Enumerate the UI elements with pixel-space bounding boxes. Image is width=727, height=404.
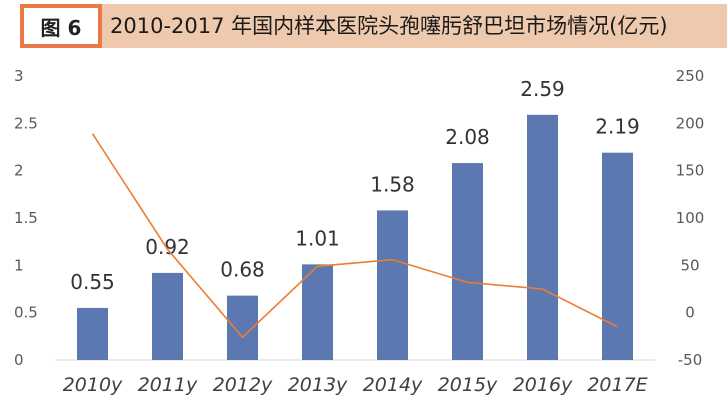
figure-label: 图 6 — [24, 8, 98, 44]
bar — [152, 272, 183, 360]
bar-data-label: 0.92 — [145, 235, 190, 259]
growth-line-series — [91, 133, 618, 339]
bar-data-label: 0.55 — [70, 270, 115, 294]
right-y-tick-label: 0 — [685, 304, 695, 322]
x-tick-label: 2015y — [438, 374, 498, 396]
right-y-tick-label: 50 — [680, 256, 699, 274]
chart-title: 2010-2017 年国内样本医院头孢噻肟舒巴坦市场情况(亿元) — [110, 14, 668, 38]
bar-data-label: 1.01 — [295, 226, 340, 250]
x-tick-label: 2017E — [587, 374, 647, 396]
right-y-tick-label: 150 — [676, 162, 705, 180]
bar — [452, 163, 483, 360]
right-y-tick-label: -50 — [678, 351, 703, 369]
left-y-tick-label: 1.5 — [14, 209, 38, 227]
left-y-tick-label: 1 — [14, 256, 24, 274]
right-y-tick-label: 100 — [676, 209, 705, 227]
bar-data-label: 2.59 — [520, 77, 565, 101]
bar-data-label: 1.58 — [370, 172, 415, 196]
x-tick-label: 2012y — [213, 374, 273, 396]
bar — [77, 307, 108, 360]
bar-data-label: 2.19 — [595, 115, 640, 139]
right-y-tick-label: 200 — [676, 114, 705, 132]
x-tick-label: 2016y — [513, 374, 573, 396]
left-y-tick-label: 0 — [14, 351, 24, 369]
figure-badge: 图 6 — [20, 4, 102, 48]
chart-title-bar: 图 6 2010-2017 年国内样本医院头孢噻肟舒巴坦市场情况(亿元) — [0, 0, 727, 52]
left-y-tick-label: 2.5 — [14, 114, 38, 132]
left-y-tick-label: 2 — [14, 162, 24, 180]
x-tick-label: 2014y — [363, 374, 423, 396]
bar — [302, 264, 333, 360]
left-y-tick-label: 3 — [14, 67, 24, 85]
x-tick-label: 2010y — [63, 374, 123, 396]
bar-series — [77, 114, 633, 361]
data-labels: 0.55 0.92 0.68 1.01 1.58 2.08 2.59 2.19 — [70, 77, 640, 294]
left-y-tick-label: 0.5 — [14, 304, 38, 322]
x-axis-ticks: 2010y 2011y 2012y 2013y 2014y 2015y 2016y 2017E — [63, 374, 648, 396]
bar — [377, 210, 408, 360]
right-y-axis: -50 0 50 100 150 200 250 — [676, 67, 705, 369]
bar — [602, 152, 633, 360]
bar-data-label: 0.68 — [220, 258, 265, 282]
right-y-tick-label: 250 — [676, 67, 705, 85]
title-background — [102, 4, 727, 48]
bar-data-label: 2.08 — [445, 125, 490, 149]
x-tick-label: 2011y — [138, 374, 198, 396]
x-tick-label: 2013y — [288, 374, 348, 396]
bar — [527, 114, 558, 361]
left-y-axis: 0 0.5 1 1.5 2 2.5 3 — [14, 67, 38, 369]
